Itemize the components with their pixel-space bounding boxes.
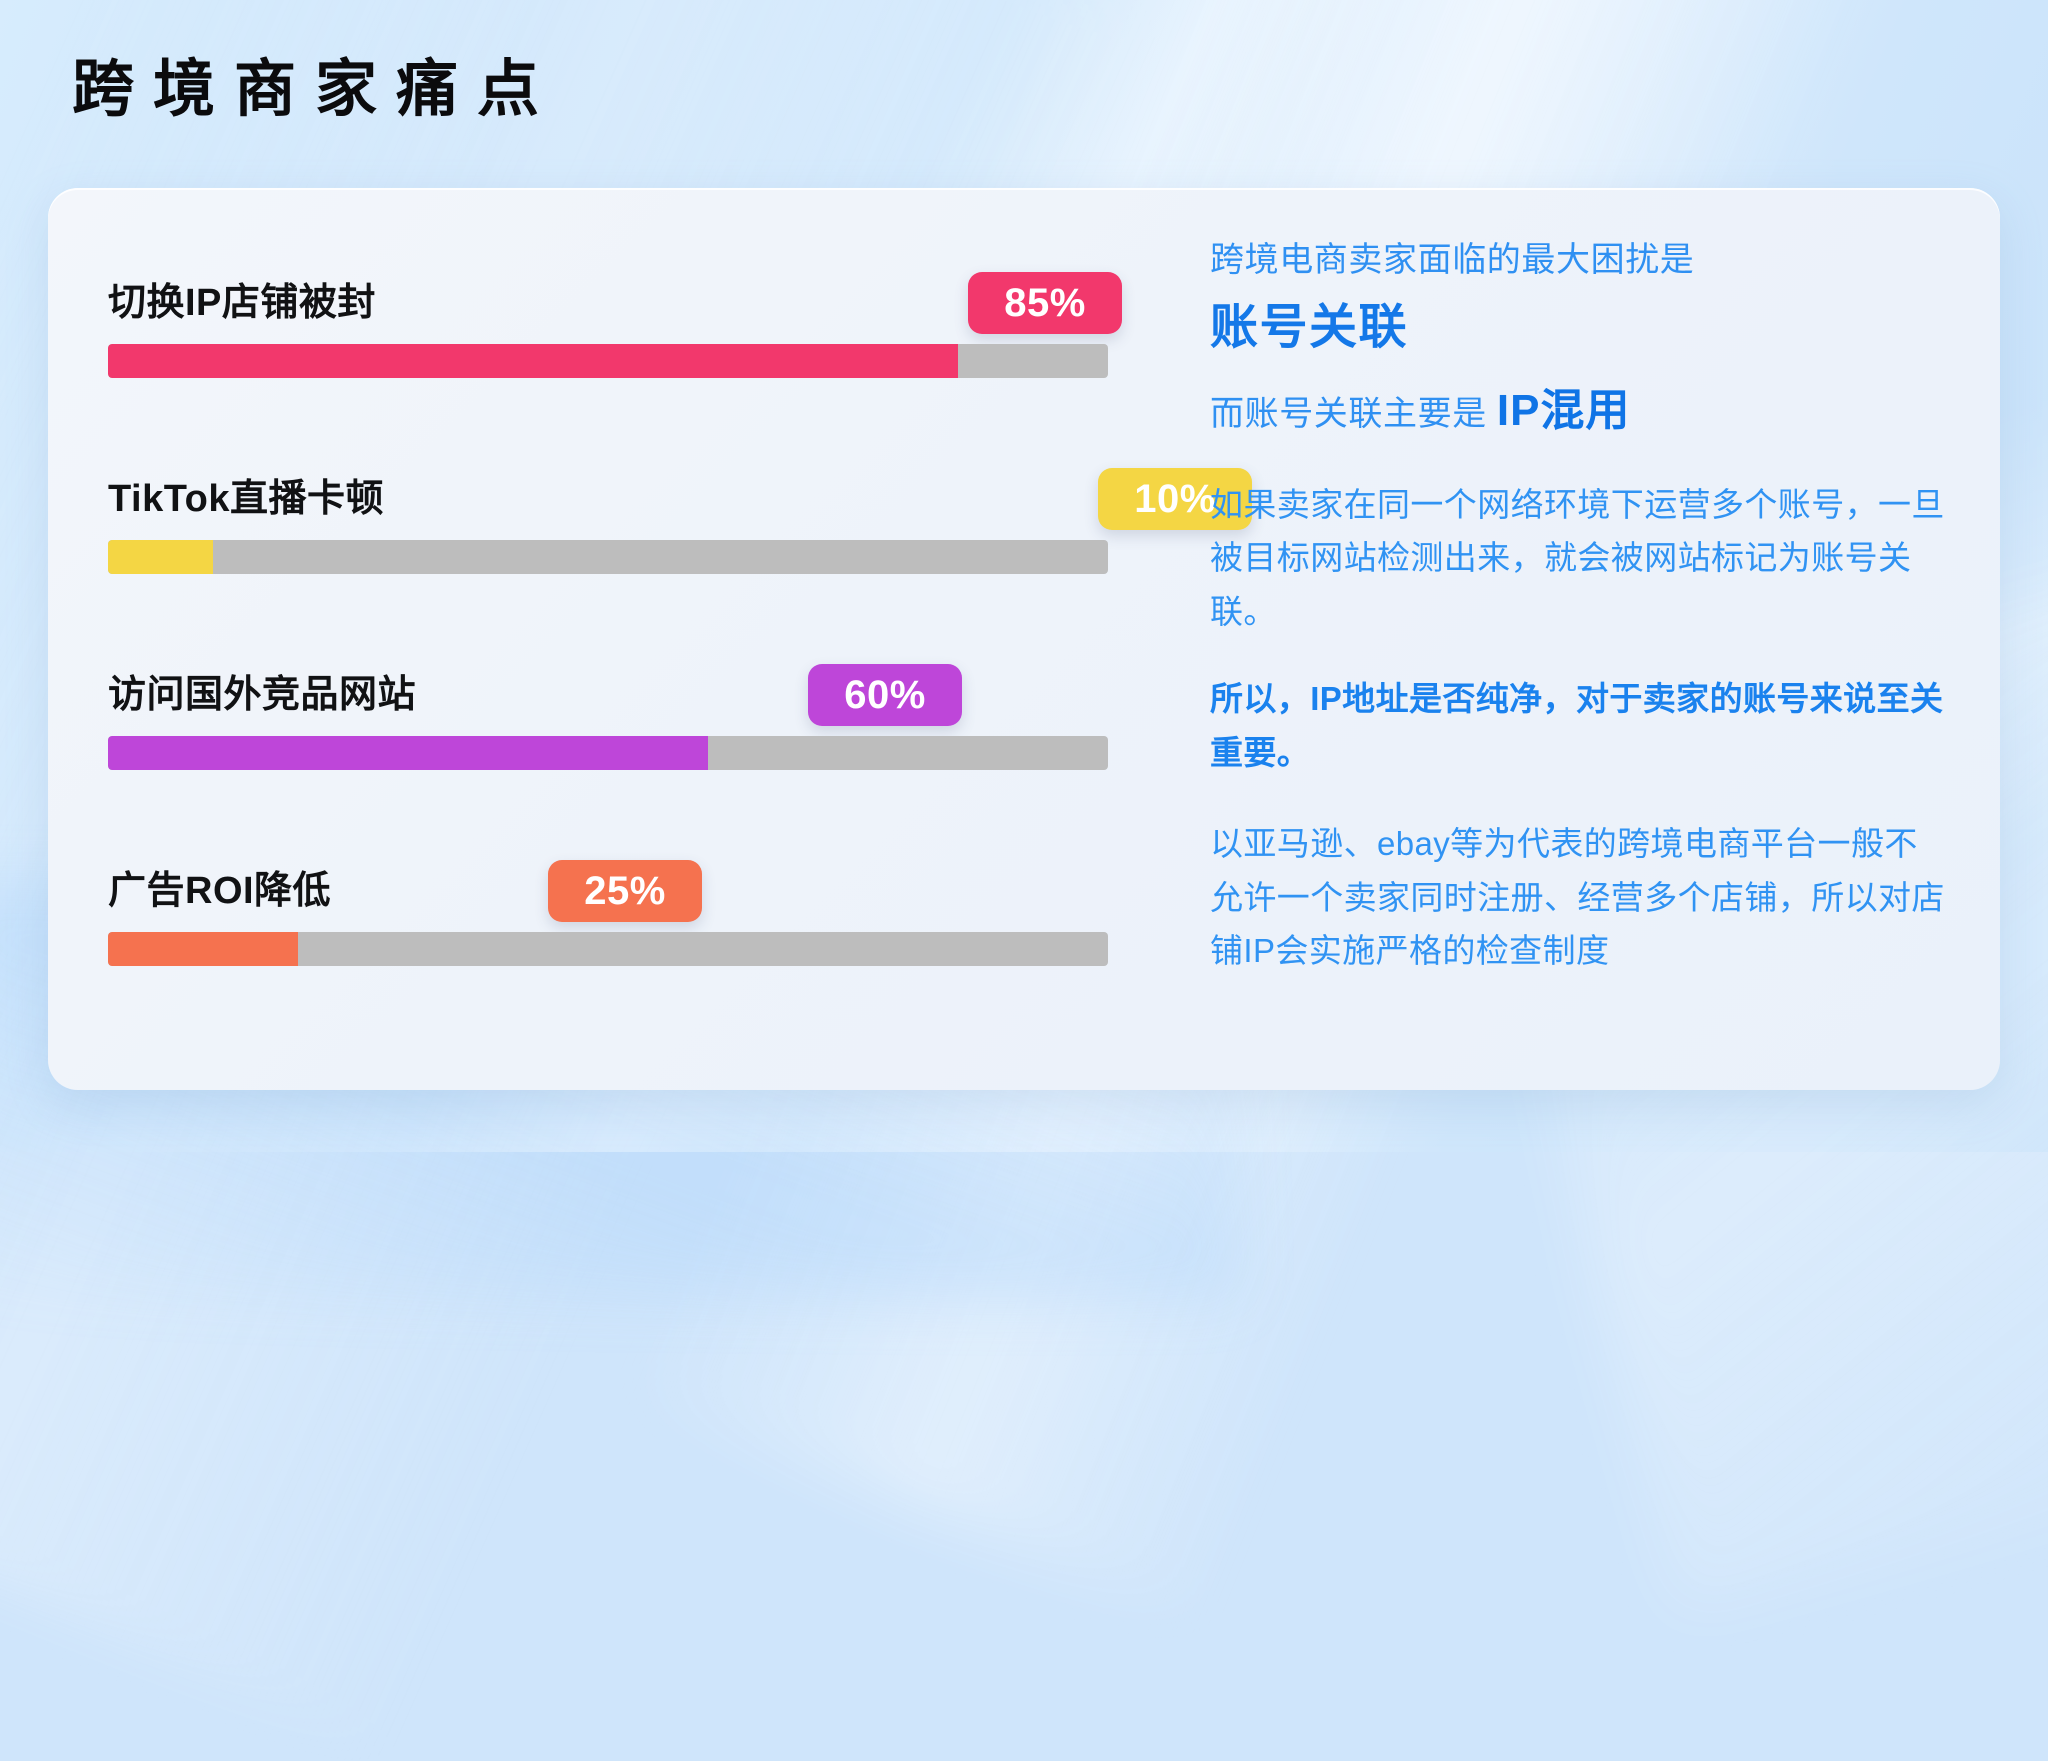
bar-label-3: 广告ROI降低 — [108, 870, 332, 912]
headline-account-association: 账号关联 — [1210, 300, 1409, 354]
bar-track-1 — [108, 540, 1108, 574]
pain-point-bar-chart: 切换IP店铺被封 85% TikTok直播卡顿 10% 访问国外竞品网站 — [108, 248, 1252, 1028]
bar-header: TikTok直播卡顿 10% — [108, 444, 1252, 530]
paragraph-1: 如果卖家在同一个网络环境下运营多个账号，一旦被目标网站检测出来，就会被网站标记为… — [1210, 485, 1945, 630]
intro-line: 跨境电商卖家面临的最大困扰是 — [1210, 241, 1695, 279]
bar-track-2 — [108, 736, 1108, 770]
paragraph-3: 以亚马逊、ebay等为代表的跨境电商平台一般不允许一个卖家同时注册、经营多个店铺… — [1210, 825, 1945, 969]
content-card: 切换IP店铺被封 85% TikTok直播卡顿 10% 访问国外竞品网站 — [48, 188, 2000, 1090]
bar-fill-0 — [108, 344, 958, 378]
bar-label-2: 访问国外竞品网站 — [108, 674, 417, 716]
bar-value-badge-1: 10% — [1098, 468, 1252, 530]
bar-value-badge-0: 85% — [968, 272, 1122, 334]
bar-header: 访问国外竞品网站 60% — [108, 640, 1168, 726]
bar-label-1: TikTok直播卡顿 — [108, 478, 384, 520]
bar-value-badge-3: 25% — [548, 860, 702, 922]
bar-row-1: TikTok直播卡顿 10% — [108, 444, 1252, 574]
bar-value-badge-2: 60% — [808, 664, 962, 726]
bar-track-3 — [108, 932, 1108, 966]
bar-header: 广告ROI降低 25% — [108, 836, 1168, 922]
paragraph-2: 所以，IP地址是否纯净，对于卖家的账号来说至关重要。 — [1210, 680, 1944, 771]
mixed-line: 而账号关联主要是 IP混用 — [1210, 378, 1950, 444]
mixed-prefix: 而账号关联主要是 — [1210, 394, 1487, 433]
bar-label-0: 切换IP店铺被封 — [108, 282, 376, 324]
bar-row-0: 切换IP店铺被封 85% — [108, 248, 1168, 378]
bar-row-3: 广告ROI降低 25% — [108, 836, 1168, 966]
bar-fill-1 — [108, 540, 213, 574]
bar-header: 切换IP店铺被封 85% — [108, 248, 1168, 334]
explanation-panel: 跨境电商卖家面临的最大困扰是 账号关联 而账号关联主要是 IP混用 如果卖家在同… — [1210, 236, 1950, 977]
bar-row-2: 访问国外竞品网站 60% — [108, 640, 1168, 770]
bar-fill-3 — [108, 932, 298, 966]
mixed-strong-ip: IP混用 — [1496, 385, 1631, 435]
page-title: 跨境商家痛点 — [72, 55, 559, 124]
bar-fill-2 — [108, 736, 708, 770]
bar-track-0 — [108, 344, 1108, 378]
